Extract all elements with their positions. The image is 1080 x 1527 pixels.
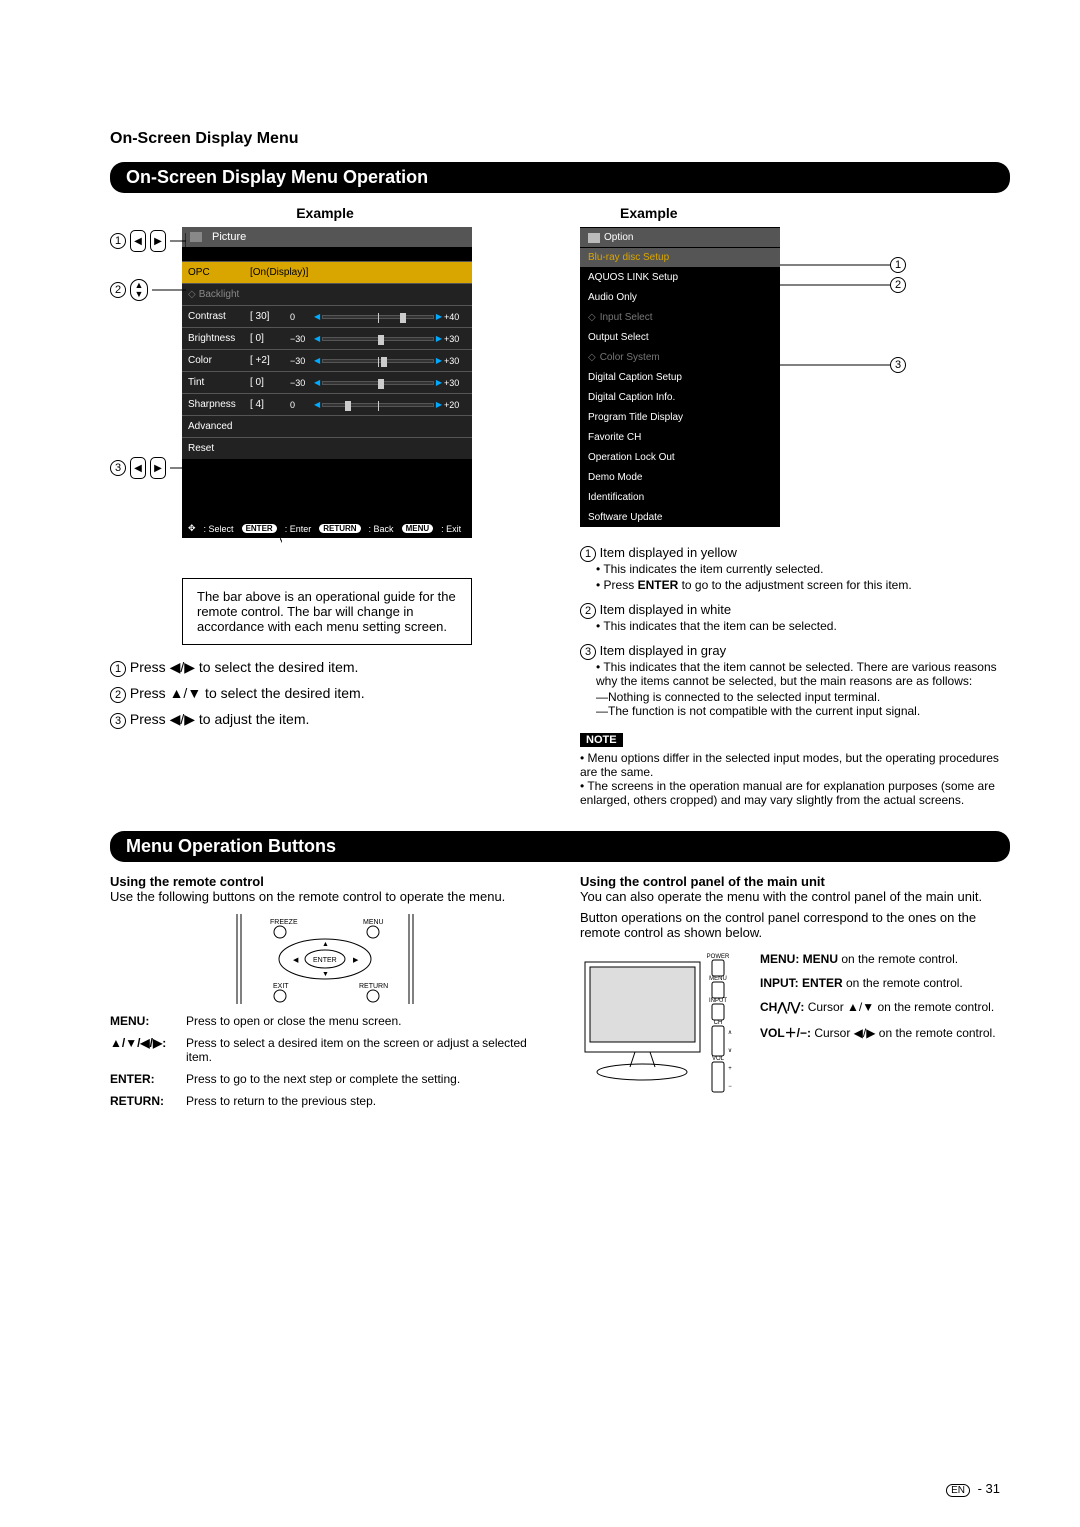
osd2-item: ◇Input Select: [580, 307, 780, 327]
enter-pill: ENTER: [242, 524, 277, 533]
osd2-item: ◇Color System: [580, 347, 780, 367]
svg-text:▼: ▼: [322, 971, 329, 978]
step-1: 1: [110, 661, 126, 677]
r-callout-3: 3: [890, 357, 906, 373]
osd2-item: Audio Only: [580, 287, 780, 307]
svg-text:EXIT: EXIT: [273, 983, 289, 990]
svg-text:CH: CH: [714, 1020, 723, 1026]
osd-row-advanced: Advanced: [182, 415, 472, 437]
up-down-arrow-icon: ▲▼: [130, 279, 148, 301]
svg-text:MENU: MENU: [709, 976, 727, 982]
panel-mapping: MENU: MENU on the remote control. INPUT:…: [760, 952, 996, 1102]
callout-line: [170, 229, 186, 253]
legend-explanation: 1 Item displayed in yellow This indicate…: [580, 545, 1010, 718]
callout-2: 2: [110, 282, 126, 298]
osd-guide-bar: ✥: Select ENTER: Enter RETURN: Back MENU…: [182, 519, 472, 538]
left-arrow-icon: ◀: [130, 457, 146, 479]
osd-picture-menu: Picture OPC [On(Display)] ◇Backlight Con…: [182, 227, 472, 538]
right-arrow-icon: ▶: [150, 230, 166, 252]
remote-diagram: FREEZE MENU ENTER ▲ ▼ ◀ ▶ EXIT RETURN: [225, 914, 425, 1004]
osd-row-reset: Reset: [182, 437, 472, 459]
svg-text:+: +: [728, 1066, 732, 1072]
note-item: • The screens in the operation manual ar…: [580, 779, 1010, 807]
osd-title: Picture: [212, 231, 246, 243]
remote-button-table: MENU:Press to open or close the menu scr…: [110, 1014, 540, 1108]
callout-line: [152, 285, 186, 295]
svg-text:▶: ▶: [353, 957, 359, 964]
left-arrow-icon: ◀: [130, 230, 146, 252]
svg-text:INPUT: INPUT: [709, 998, 727, 1004]
osd2-item: Software Update: [580, 507, 780, 527]
svg-text:RETURN: RETURN: [359, 983, 388, 990]
page-number: EN - 31: [946, 1481, 1000, 1497]
osd-row-opc: OPC [On(Display)]: [182, 261, 472, 283]
osd2-item: Program Title Display: [580, 407, 780, 427]
panel-intro-1: You can also operate the menu with the c…: [580, 889, 1010, 904]
osd2-item: Blu-ray disc Setup: [580, 247, 780, 267]
osd-option-menu: Option Blu-ray disc SetupAQUOS LINK Setu…: [580, 227, 780, 527]
svg-text:▲: ▲: [322, 941, 329, 948]
callout-line: [170, 463, 186, 473]
right-arrow-icon: ▶: [150, 457, 166, 479]
osd-slider-row: Contrast[ 30] 0◀ ▶+40: [182, 305, 472, 327]
osd-slider-row: Brightness[ 0] −30◀ ▶+30: [182, 327, 472, 349]
svg-text:FREEZE: FREEZE: [270, 919, 298, 926]
svg-text:MENU: MENU: [363, 919, 384, 926]
callout-1: 1: [110, 233, 126, 249]
osd2-header: Option: [580, 227, 780, 247]
osd2-item: Favorite CH: [580, 427, 780, 447]
osd-row-backlight: ◇Backlight: [182, 283, 472, 305]
heading-osd-operation: On-Screen Display Menu Operation: [110, 162, 1010, 193]
subhead-remote: Using the remote control: [110, 874, 264, 889]
callout-3: 3: [110, 460, 126, 476]
osd-header: Picture: [182, 227, 472, 247]
balloon-pointer: [280, 538, 282, 578]
osd-slider-row: Sharpness[ 4] 0◀ ▶+20: [182, 393, 472, 415]
remote-intro: Use the following buttons on the remote …: [110, 889, 540, 904]
r-callout-2: 2: [890, 277, 906, 293]
example-label-left: Example: [110, 205, 540, 221]
svg-text:POWER: POWER: [707, 954, 730, 960]
osd2-item: AQUOS LINK Setup: [580, 267, 780, 287]
r-callout-1: 1: [890, 257, 906, 273]
breadcrumb-title: On-Screen Display Menu: [110, 130, 1010, 148]
subhead-panel: Using the control panel of the main unit: [580, 874, 825, 889]
svg-text:◀: ◀: [293, 957, 299, 964]
step-2: 2: [110, 687, 126, 703]
osd2-item: Digital Caption Info.: [580, 387, 780, 407]
step-3: 3: [110, 713, 126, 729]
note-item: • Menu options differ in the selected in…: [580, 751, 1010, 779]
osd-slider-row: Color[ +2] −30◀ ▶+30: [182, 349, 472, 371]
note-label: NOTE: [580, 733, 623, 747]
option-icon: [588, 233, 600, 243]
guide-description-box: The bar above is an operational guide fo…: [182, 578, 472, 645]
osd2-item: Output Select: [580, 327, 780, 347]
return-pill: RETURN: [319, 524, 360, 533]
svg-text:∨: ∨: [728, 1048, 732, 1054]
picture-icon: [190, 232, 202, 242]
osd2-item: Demo Mode: [580, 467, 780, 487]
osd2-item: Identification: [580, 487, 780, 507]
svg-text:∧: ∧: [728, 1030, 732, 1036]
example-label-right: Example: [620, 205, 1010, 221]
menu-pill: MENU: [402, 524, 434, 533]
svg-text:−: −: [728, 1084, 732, 1090]
heading-menu-buttons: Menu Operation Buttons: [110, 831, 1010, 862]
dpad-icon: ✥: [188, 523, 196, 534]
svg-text:VOL: VOL: [712, 1056, 725, 1062]
svg-text:ENTER: ENTER: [313, 957, 337, 964]
osd-slider-row: Tint[ 0] −30◀ ▶+30: [182, 371, 472, 393]
tv-panel-diagram: POWER MENU INPUT CH ∧ ∨ VOL + −: [580, 952, 750, 1102]
panel-intro-2: Button operations on the control panel c…: [580, 910, 1010, 940]
osd2-item: Digital Caption Setup: [580, 367, 780, 387]
operation-steps: 1 Press ◀/▶ to select the desired item. …: [110, 659, 540, 729]
osd2-item: Operation Lock Out: [580, 447, 780, 467]
